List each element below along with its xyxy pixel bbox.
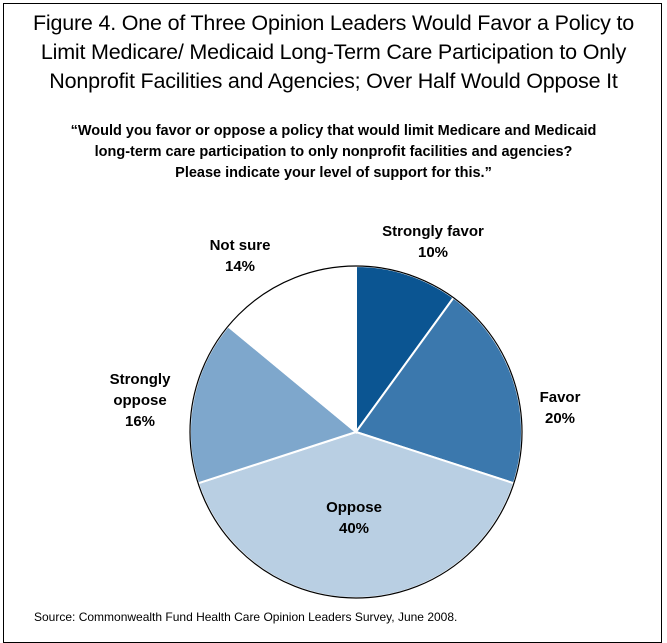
slice-label-strongly-favor: Strongly favor (382, 223, 484, 240)
figure-title: Figure 4. One of Three Opinion Leaders W… (10, 9, 657, 96)
slice-value-favor: 20% (545, 410, 575, 427)
slice-value-not-sure: 14% (225, 258, 255, 275)
slice-label-oppose: Oppose (326, 499, 382, 516)
title-line: Limit Medicare/ Medicaid Long-Term Care … (40, 40, 627, 64)
slice-value-oppose: 40% (339, 520, 369, 537)
slice-label-favor: Favor (540, 389, 581, 406)
source-note: Source: Commonwealth Fund Health Care Op… (34, 610, 458, 624)
pie-chart: Strongly favor 10% Favor 20% Oppose 40% Strong… (110, 223, 581, 599)
slice-value-strongly-oppose: 16% (125, 413, 155, 430)
slice-value-strongly-favor: 10% (418, 244, 448, 261)
slice-label-strongly-oppose: Strongly (110, 371, 171, 388)
pie-outline (189, 265, 523, 599)
question-line: “Would you favor or oppose a policy that… (70, 123, 597, 139)
survey-question: “Would you favor or oppose a policy that… (20, 121, 647, 184)
question-line: Please indicate your level of support fo… (175, 165, 492, 181)
slice-label-strongly-oppose: oppose (113, 392, 166, 409)
slice-label-not-sure: Not sure (210, 237, 271, 254)
question-line: long-term care participation to only non… (94, 144, 573, 160)
title-line: Nonprofit Facilities and Agencies; Over … (49, 69, 618, 93)
title-line: Figure 4. One of Three Opinion Leaders W… (32, 11, 635, 35)
